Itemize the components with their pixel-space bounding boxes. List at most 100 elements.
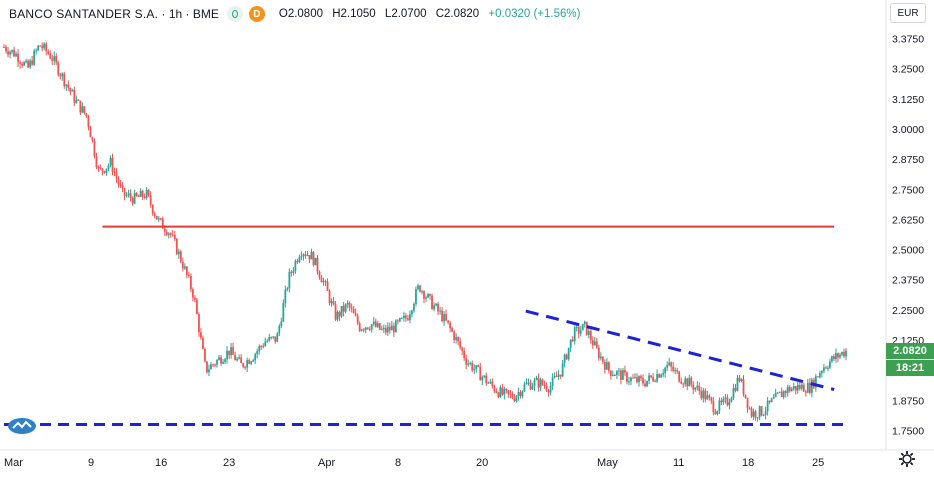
candle-body [561, 363, 564, 377]
candle-body [153, 213, 156, 216]
candle-body [306, 255, 309, 257]
candle-body [559, 374, 562, 377]
candle-body [770, 398, 773, 403]
candle-body [473, 368, 476, 371]
candle-body [841, 351, 843, 355]
candle-body [752, 411, 755, 417]
candle-body [85, 113, 88, 117]
candle-body [346, 302, 349, 305]
candle-body [264, 341, 267, 347]
candle-body [620, 370, 622, 380]
candle-body [266, 340, 269, 342]
candle-body [605, 362, 608, 370]
eye-icon[interactable] [226, 6, 243, 22]
gear-icon[interactable] [897, 449, 917, 469]
candle-body [644, 383, 646, 387]
candle-body [189, 275, 192, 290]
candle-body [650, 375, 652, 378]
candle-body [597, 347, 600, 359]
price-tick-label: 3.1250 [892, 94, 924, 106]
candle-body [788, 386, 791, 392]
candle-body [396, 320, 399, 322]
candle-body [89, 126, 92, 138]
candle-body [421, 291, 423, 293]
candle-body [318, 271, 321, 278]
time-axis[interactable]: Mar 9 16 23 Apr 8 20 May 11 18 25 [4, 457, 824, 469]
candle-body [417, 285, 419, 290]
candle-body [694, 387, 697, 390]
candle-body [595, 341, 598, 348]
interval-label[interactable]: 1h [168, 7, 183, 21]
candle-body [338, 311, 341, 317]
candle-body [501, 387, 504, 395]
last-price-label: 2.0820 [886, 343, 934, 359]
candle-body [471, 362, 474, 371]
time-tick-label: 23 [223, 457, 235, 469]
candle-body [427, 293, 429, 298]
candle-body [499, 387, 502, 397]
candle-body [75, 99, 78, 103]
candle-body [545, 385, 548, 391]
candle-body [648, 375, 650, 381]
symbol-name[interactable]: BANCO SANTANDER S.A. [9, 7, 159, 21]
time-tick-label: May [597, 457, 618, 469]
candle-body [632, 377, 634, 379]
candle-body [792, 386, 795, 389]
dividend-badge[interactable]: D [248, 6, 265, 22]
candle-body [15, 53, 17, 57]
price-tick-label: 3.3750 [892, 34, 924, 46]
candle-body [308, 255, 311, 260]
candle-body [732, 387, 735, 399]
candle-body [698, 385, 701, 391]
candle-body [210, 364, 212, 370]
trend-line[interactable] [525, 309, 835, 391]
candle-body [837, 353, 839, 358]
low-label: L [384, 8, 392, 20]
candle-body [157, 218, 160, 220]
candle-body [439, 310, 441, 312]
currency-button[interactable]: EUR [890, 3, 926, 23]
candle-body [776, 392, 779, 394]
candle-body [73, 90, 76, 103]
candle-body [684, 378, 687, 385]
candle-body [825, 367, 827, 369]
candle-body [65, 84, 68, 87]
candle-body [316, 257, 319, 272]
candle-body [107, 165, 110, 169]
candle-body [382, 327, 385, 329]
candle-body [712, 400, 715, 412]
tradingview-logo-icon[interactable] [7, 416, 37, 434]
candle-body [577, 326, 580, 334]
price-tick-label: 3.0000 [892, 124, 924, 136]
candle-body [81, 106, 84, 113]
candle-body [429, 293, 431, 296]
candle-body [441, 310, 443, 322]
candle-body [37, 45, 40, 51]
candle-body [493, 385, 496, 392]
candle-body [336, 311, 339, 320]
candle-body [511, 393, 514, 399]
candle-body [143, 196, 146, 198]
candle-body [778, 391, 781, 393]
candle-body [9, 51, 11, 55]
candle-body [688, 377, 691, 387]
bar-countdown-label: 18:21 [886, 360, 934, 376]
candle-body [839, 354, 841, 358]
exchange-label: BME [192, 7, 219, 21]
candle-body [756, 417, 759, 419]
candle-body [17, 53, 19, 63]
candle-body [244, 366, 247, 368]
candle-body [622, 370, 624, 380]
candle-body [603, 362, 606, 370]
price-axis[interactable]: 3.3750 3.2500 3.1250 3.0000 2.8750 2.7500 2.62… [892, 34, 924, 438]
candle-body [696, 385, 699, 388]
candle-body [83, 106, 86, 114]
candle-body [720, 400, 723, 403]
candle-body [101, 168, 104, 172]
candle-body [742, 379, 745, 395]
candle-body [360, 329, 363, 331]
candle-body [167, 233, 170, 236]
candle-body [380, 328, 383, 330]
